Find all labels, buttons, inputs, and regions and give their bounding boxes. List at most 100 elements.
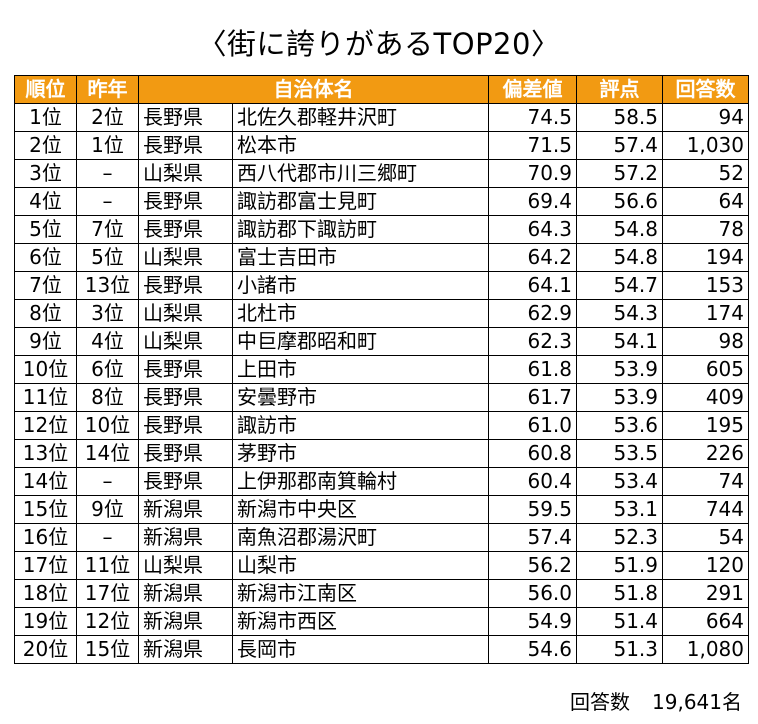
table-row: 18位 17位 新潟県 新潟市江南区 56.0 51.8 291 [14, 579, 749, 608]
cell-responses: 1,030 [662, 131, 749, 160]
cell-score: 51.4 [576, 607, 663, 636]
cell-score: 54.3 [576, 299, 663, 328]
table-row: 3位 – 山梨県 西八代郡市川三郷町 70.9 57.2 52 [14, 159, 749, 188]
table-row: 10位 6位 長野県 上田市 61.8 53.9 605 [14, 355, 749, 384]
cell-rank: 4位 [14, 187, 77, 216]
cell-municipality: 南魚沼郡湯沢町 [232, 523, 489, 552]
cell-score: 53.6 [576, 411, 663, 440]
cell-prev-year: 5位 [76, 243, 139, 272]
cell-prefecture: 長野県 [138, 131, 233, 160]
cell-deviation: 71.5 [488, 131, 577, 160]
cell-score: 54.8 [576, 215, 663, 244]
header-responses: 回答数 [662, 75, 749, 104]
cell-responses: 54 [662, 523, 749, 552]
table-row: 9位 4位 山梨県 中巨摩郡昭和町 62.3 54.1 98 [14, 327, 749, 356]
ranking-table: 順位 昨年 自治体名 偏差値 評点 回答数 1位 2位 長野県 北佐久郡軽井沢町 74.… [14, 75, 749, 664]
cell-municipality: 富士吉田市 [232, 243, 489, 272]
cell-municipality: 安曇野市 [232, 383, 489, 412]
cell-prefecture: 長野県 [138, 103, 233, 132]
cell-municipality: 長岡市 [232, 635, 489, 664]
cell-deviation: 61.7 [488, 383, 577, 412]
cell-deviation: 60.8 [488, 439, 577, 468]
cell-prefecture: 山梨県 [138, 243, 233, 272]
cell-deviation: 64.1 [488, 271, 577, 300]
cell-municipality: 松本市 [232, 131, 489, 160]
cell-prefecture: 山梨県 [138, 327, 233, 356]
cell-score: 53.9 [576, 355, 663, 384]
cell-score: 57.2 [576, 159, 663, 188]
cell-score: 51.3 [576, 635, 663, 664]
cell-prev-year: 14位 [76, 439, 139, 468]
cell-municipality: 小諸市 [232, 271, 489, 300]
cell-prefecture: 山梨県 [138, 159, 233, 188]
cell-prev-year: 13位 [76, 271, 139, 300]
cell-rank: 18位 [14, 579, 77, 608]
cell-prefecture: 新潟県 [138, 579, 233, 608]
cell-score: 53.9 [576, 383, 663, 412]
cell-prefecture: 長野県 [138, 215, 233, 244]
cell-responses: 194 [662, 243, 749, 272]
cell-municipality: 新潟市中央区 [232, 495, 489, 524]
cell-prev-year: – [76, 523, 139, 552]
header-municipality: 自治体名 [138, 75, 489, 104]
cell-municipality: 諏訪市 [232, 411, 489, 440]
table-row: 20位 15位 新潟県 長岡市 54.6 51.3 1,080 [14, 635, 749, 664]
cell-deviation: 61.0 [488, 411, 577, 440]
table-row: 5位 7位 長野県 諏訪郡下諏訪町 64.3 54.8 78 [14, 215, 749, 244]
cell-deviation: 74.5 [488, 103, 577, 132]
cell-prefecture: 新潟県 [138, 523, 233, 552]
cell-deviation: 57.4 [488, 523, 577, 552]
cell-rank: 11位 [14, 383, 77, 412]
table-row: 17位 11位 山梨県 山梨市 56.2 51.9 120 [14, 551, 749, 580]
cell-rank: 1位 [14, 103, 77, 132]
cell-score: 58.5 [576, 103, 663, 132]
cell-score: 54.8 [576, 243, 663, 272]
table-row: 15位 9位 新潟県 新潟市中央区 59.5 53.1 744 [14, 495, 749, 524]
cell-responses: 94 [662, 103, 749, 132]
table-row: 11位 8位 長野県 安曇野市 61.7 53.9 409 [14, 383, 749, 412]
cell-prev-year: – [76, 159, 139, 188]
cell-prefecture: 長野県 [138, 411, 233, 440]
cell-prefecture: 新潟県 [138, 607, 233, 636]
cell-municipality: 西八代郡市川三郷町 [232, 159, 489, 188]
cell-prev-year: 8位 [76, 383, 139, 412]
cell-rank: 16位 [14, 523, 77, 552]
cell-responses: 195 [662, 411, 749, 440]
cell-score: 56.6 [576, 187, 663, 216]
cell-rank: 9位 [14, 327, 77, 356]
cell-prev-year: 6位 [76, 355, 139, 384]
cell-rank: 10位 [14, 355, 77, 384]
cell-municipality: 諏訪郡富士見町 [232, 187, 489, 216]
cell-responses: 226 [662, 439, 749, 468]
cell-rank: 14位 [14, 467, 77, 496]
cell-responses: 1,080 [662, 635, 749, 664]
table-row: 2位 1位 長野県 松本市 71.5 57.4 1,030 [14, 131, 749, 160]
header-rank: 順位 [14, 75, 77, 104]
cell-deviation: 70.9 [488, 159, 577, 188]
cell-rank: 2位 [14, 131, 77, 160]
table-header-row: 順位 昨年 自治体名 偏差値 評点 回答数 [14, 75, 749, 104]
table-row: 7位 13位 長野県 小諸市 64.1 54.7 153 [14, 271, 749, 300]
cell-responses: 52 [662, 159, 749, 188]
table-row: 1位 2位 長野県 北佐久郡軽井沢町 74.5 58.5 94 [14, 103, 749, 132]
cell-score: 51.8 [576, 579, 663, 608]
cell-responses: 174 [662, 299, 749, 328]
cell-prefecture: 新潟県 [138, 495, 233, 524]
cell-score: 54.1 [576, 327, 663, 356]
cell-municipality: 新潟市西区 [232, 607, 489, 636]
cell-responses: 664 [662, 607, 749, 636]
cell-municipality: 新潟市江南区 [232, 579, 489, 608]
cell-prev-year: 17位 [76, 579, 139, 608]
cell-rank: 7位 [14, 271, 77, 300]
cell-rank: 19位 [14, 607, 77, 636]
page-title: 〈街に誇りがあるTOP20〉 [197, 27, 561, 61]
cell-responses: 153 [662, 271, 749, 300]
cell-prev-year: – [76, 467, 139, 496]
cell-responses: 120 [662, 551, 749, 580]
cell-prev-year: 7位 [76, 215, 139, 244]
cell-responses: 74 [662, 467, 749, 496]
cell-prefecture: 長野県 [138, 271, 233, 300]
cell-responses: 605 [662, 355, 749, 384]
cell-deviation: 56.0 [488, 579, 577, 608]
table-row: 4位 – 長野県 諏訪郡富士見町 69.4 56.6 64 [14, 187, 749, 216]
